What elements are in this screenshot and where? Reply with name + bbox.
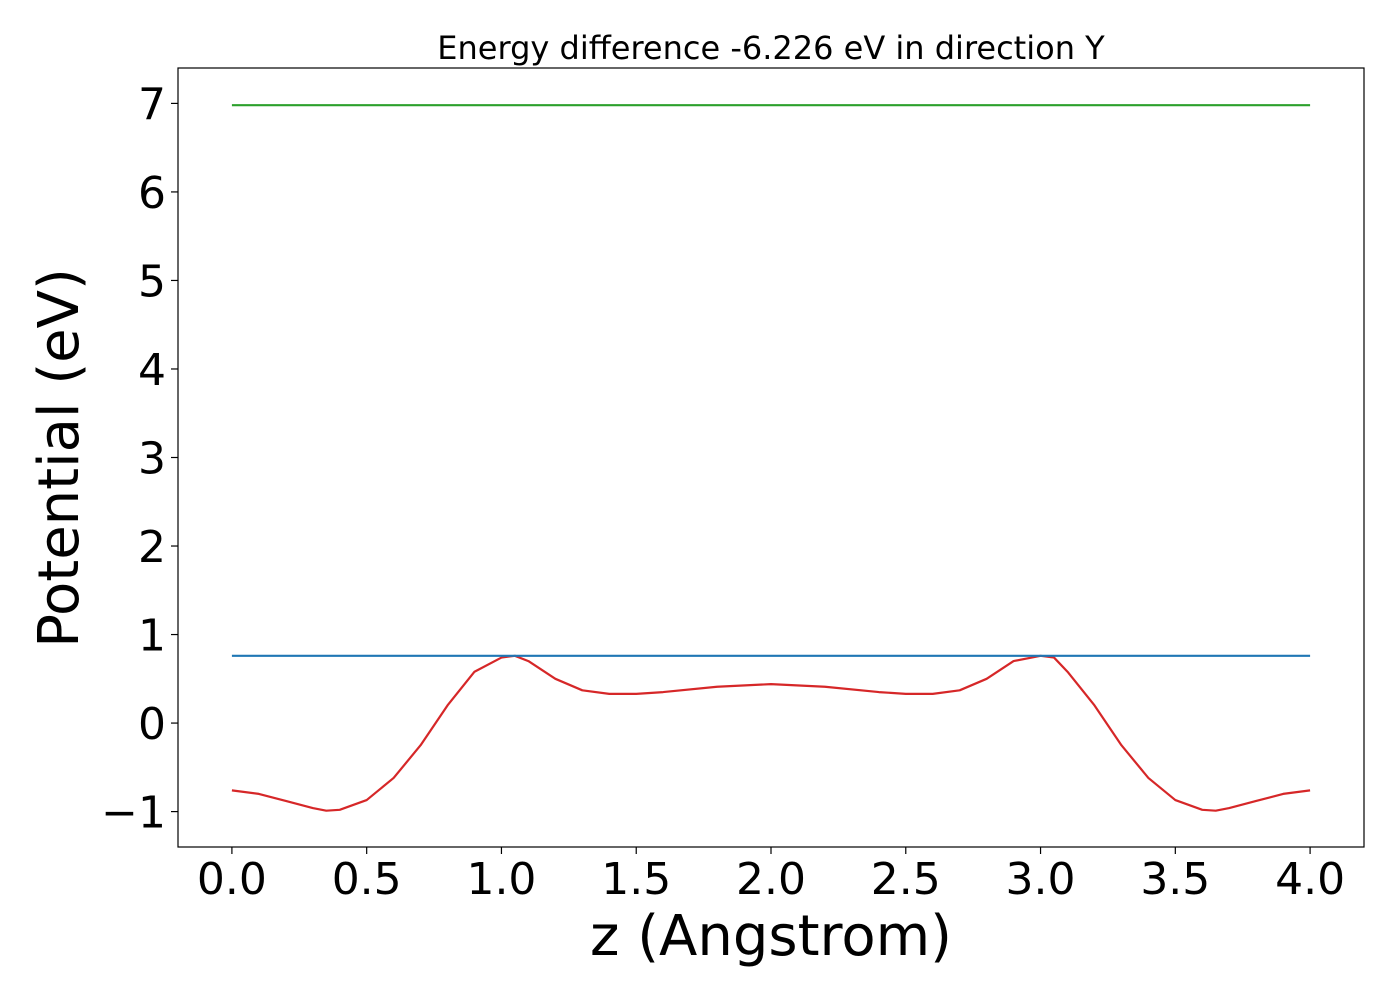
y-tick-label: 6 [138,168,166,219]
y-tick-label: −1 [101,788,166,839]
x-axis-label: z (Angstrom) [590,904,952,969]
series-line-0 [231,654,1311,812]
y-axis: −1 0 1 2 3 4 5 6 7 [101,79,178,839]
x-tick-label: 0.5 [332,854,402,905]
x-tick-label: 3.0 [1006,854,1076,905]
y-axis-label: Potential (eV) [27,268,92,648]
y-tick-label: 3 [138,434,166,485]
x-tick-label: 0.0 [197,854,267,905]
x-tick-label: 3.5 [1140,854,1210,905]
x-tick-label: 4.0 [1275,854,1345,905]
x-tick-label: 1.5 [601,854,671,905]
x-tick-label: 2.5 [871,854,941,905]
y-tick-label: 0 [138,699,166,750]
y-tick-label: 4 [138,345,166,396]
x-axis: 0.0 0.5 1.0 1.5 2.0 2.5 3.0 3.5 4.0 [197,847,1345,905]
y-tick-label: 1 [138,611,166,662]
y-tick-label: 2 [138,522,166,573]
y-tick-label: 5 [138,256,166,307]
x-tick-label: 1.0 [466,854,536,905]
x-tick-label: 2.0 [736,854,806,905]
y-tick-label: 7 [138,79,166,130]
chart-title: Energy difference -6.226 eV in direction… [437,29,1105,67]
